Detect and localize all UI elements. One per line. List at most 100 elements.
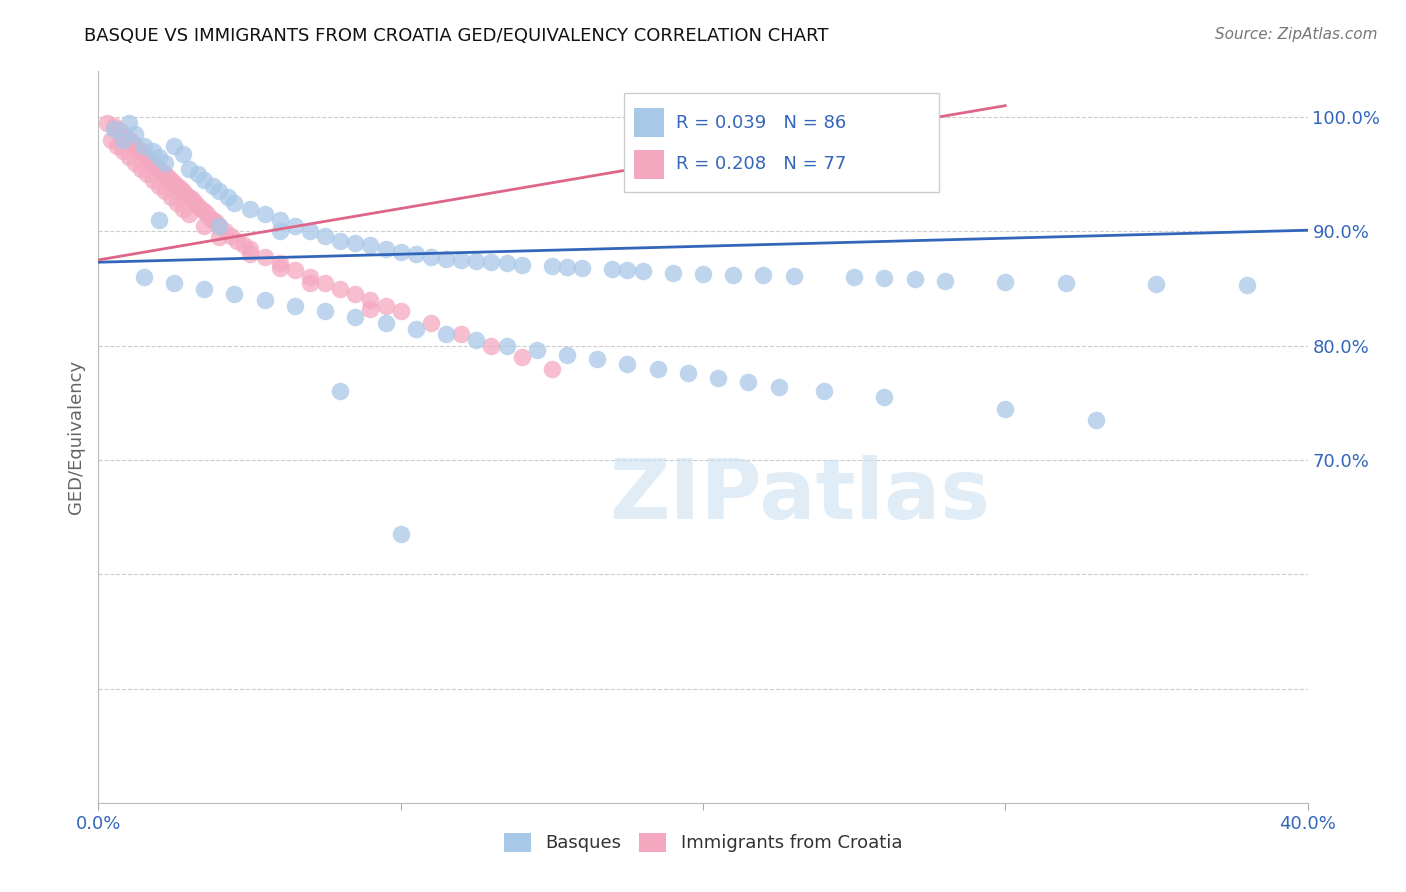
Point	[111, 145, 134, 159]
Point	[239, 242, 262, 256]
Point	[1236, 278, 1258, 293]
Point	[934, 273, 956, 287]
Point	[135, 150, 157, 164]
Point	[142, 173, 165, 187]
Point	[202, 178, 225, 193]
Point	[269, 260, 291, 275]
Point	[103, 120, 125, 134]
Point	[124, 127, 146, 141]
Point	[145, 158, 167, 172]
FancyBboxPatch shape	[634, 150, 664, 179]
Point	[208, 219, 231, 233]
Point	[465, 254, 488, 268]
Point	[284, 263, 307, 277]
Point	[904, 272, 927, 286]
Point	[174, 187, 197, 202]
Point	[631, 264, 654, 278]
Point	[118, 133, 141, 147]
Point	[129, 161, 152, 176]
Point	[172, 146, 194, 161]
Point	[148, 161, 170, 176]
Point	[148, 150, 170, 164]
Point	[540, 259, 562, 273]
Point	[129, 145, 152, 159]
Point	[586, 352, 609, 367]
Point	[111, 133, 134, 147]
Point	[181, 193, 204, 207]
Point	[555, 260, 578, 274]
Point	[1085, 413, 1108, 427]
Point	[200, 211, 222, 225]
Point	[163, 276, 186, 290]
Point	[616, 263, 638, 277]
Point	[269, 213, 291, 227]
Point	[142, 145, 165, 159]
Point	[495, 256, 517, 270]
Point	[105, 121, 128, 136]
Point	[166, 178, 188, 193]
Point	[114, 130, 136, 145]
Point	[121, 135, 143, 149]
Point	[163, 177, 186, 191]
Point	[253, 250, 276, 264]
Point	[193, 203, 215, 218]
Point	[269, 256, 291, 270]
Point	[179, 190, 201, 204]
Point	[737, 375, 759, 389]
Point	[139, 153, 162, 168]
Point	[405, 321, 427, 335]
Point	[299, 276, 322, 290]
Text: Source: ZipAtlas.com: Source: ZipAtlas.com	[1215, 27, 1378, 42]
Point	[208, 185, 231, 199]
Point	[135, 167, 157, 181]
Point	[329, 234, 352, 248]
Point	[105, 138, 128, 153]
Point	[752, 268, 775, 282]
Point	[193, 173, 215, 187]
Point	[299, 270, 322, 285]
Point	[124, 156, 146, 170]
Point	[193, 219, 215, 233]
Point	[150, 165, 173, 179]
Point	[160, 190, 183, 204]
Point	[994, 275, 1017, 289]
Point	[1144, 277, 1167, 291]
Point	[602, 262, 624, 277]
Point	[661, 266, 683, 280]
Point	[329, 384, 352, 399]
Point	[344, 287, 367, 301]
Point	[124, 138, 146, 153]
Point	[103, 121, 125, 136]
Point	[208, 219, 231, 233]
Point	[132, 138, 155, 153]
Point	[314, 228, 336, 243]
Point	[172, 185, 194, 199]
Point	[284, 219, 307, 233]
Point	[153, 156, 176, 170]
Point	[100, 133, 122, 147]
FancyBboxPatch shape	[634, 108, 664, 137]
Point	[153, 167, 176, 181]
Point	[465, 333, 488, 347]
Point	[108, 124, 131, 138]
Point	[96, 116, 118, 130]
Point	[434, 327, 457, 342]
Point	[374, 242, 396, 256]
Point	[226, 234, 249, 248]
Legend: Basques, Immigrants from Croatia: Basques, Immigrants from Croatia	[496, 826, 910, 860]
Point	[166, 195, 188, 210]
Point	[510, 258, 533, 272]
Point	[374, 299, 396, 313]
Point	[195, 207, 218, 221]
Text: ZIPatlas: ZIPatlas	[609, 455, 990, 536]
Point	[224, 195, 246, 210]
Point	[723, 268, 745, 282]
Point	[420, 316, 443, 330]
Point	[344, 235, 367, 250]
Point	[190, 202, 212, 216]
Point	[148, 213, 170, 227]
Point	[510, 350, 533, 364]
Point	[118, 150, 141, 164]
Point	[132, 270, 155, 285]
Point	[481, 338, 503, 352]
